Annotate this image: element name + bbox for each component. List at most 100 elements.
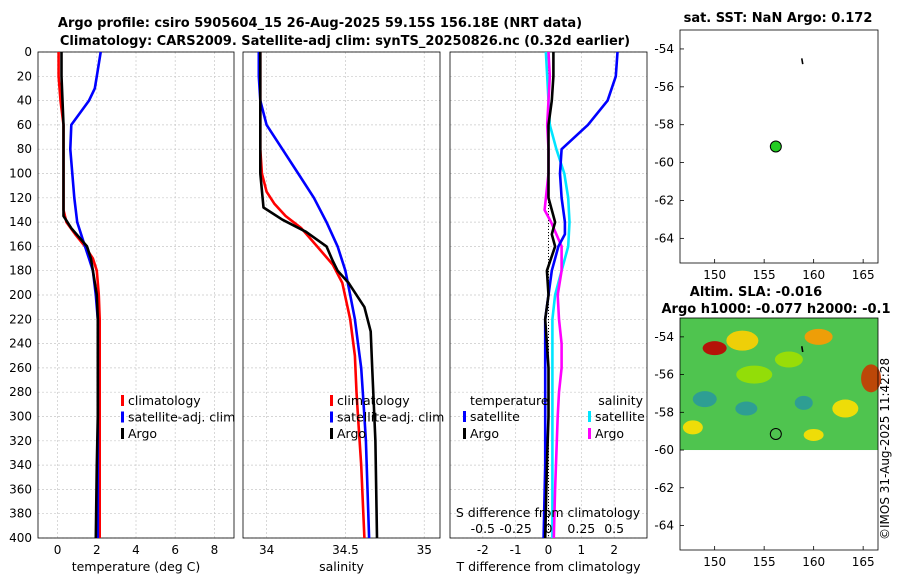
- sla-anomaly-blob: [702, 341, 727, 356]
- title-line1: Argo profile: csiro 5905604_15 26-Aug-20…: [58, 16, 582, 31]
- y-tick-label: 300: [9, 410, 32, 424]
- map-x-tick-label: 160: [802, 268, 825, 282]
- y-tick-label: 40: [17, 94, 32, 108]
- sla-anomaly-blob: [682, 420, 703, 435]
- y-tick-label: 320: [9, 434, 32, 448]
- series-line-t-satellite: [542, 51, 619, 539]
- x-tick-label: 34: [259, 543, 274, 557]
- y-tick-label: 220: [9, 312, 32, 326]
- sla-anomaly-blob: [726, 330, 759, 351]
- map-x-tick-label: 160: [802, 555, 825, 569]
- y-tick-label: 120: [9, 191, 32, 205]
- y-tick-label: 20: [17, 69, 32, 83]
- y-tick-label: 200: [9, 288, 32, 302]
- s-difference-tick: 0.25: [567, 521, 595, 536]
- map-y-tick-label: -64: [654, 518, 674, 532]
- float-track-mark: [800, 346, 804, 353]
- y-tick-label: 400: [9, 531, 32, 545]
- y-tick-label: 380: [9, 507, 32, 521]
- x-tick-label: 1: [578, 543, 586, 557]
- argo-float-marker: [769, 140, 782, 153]
- legend-swatch-sal-1: [330, 411, 333, 423]
- legend-title-salinity: salinity: [598, 393, 643, 408]
- sla-anomaly-blob: [735, 401, 758, 416]
- legend-label-diff-t-sat: satellite: [470, 409, 520, 424]
- series-line-satellite-adj.-clim: [257, 52, 371, 539]
- map-y-tick-label: -60: [654, 443, 674, 457]
- sla-anomaly-blob: [832, 399, 859, 418]
- legend-label-diff-s-argo: Argo: [595, 426, 624, 441]
- legend-swatch-diff-t-sat: [463, 411, 466, 422]
- x-axis-label: salinity: [319, 559, 364, 574]
- sla-field-base: [680, 318, 878, 451]
- x-tick-label: 0: [54, 543, 62, 557]
- legend-label-sal-0: climatology: [337, 393, 410, 408]
- map-x-tick-label: 165: [852, 268, 875, 282]
- imos-watermark: ©IMOS 31-Aug-2025 11:42:28: [878, 358, 892, 540]
- legend-swatch-diff-s-argo: [588, 428, 591, 439]
- legend-swatch-temp-1: [121, 411, 124, 423]
- sla-map-title-line2: Argo h1000: -0.077 h2000: -0.1: [661, 302, 890, 317]
- float-track-mark: [800, 58, 804, 65]
- map-x-tick-label: 155: [753, 268, 776, 282]
- x-tick-label: 4: [132, 543, 140, 557]
- sla-anomaly-blob: [774, 351, 803, 368]
- y-tick-label: 140: [9, 215, 32, 229]
- legend-swatch-sal-2: [330, 428, 333, 439]
- y-tick-label: 80: [17, 142, 32, 156]
- map-y-tick-label: -64: [654, 231, 674, 245]
- x-tick-label: 35: [417, 543, 432, 557]
- y-tick-label: 240: [9, 337, 32, 351]
- legend-label-sal-1: satellite-adj. clim: [337, 410, 444, 425]
- map-y-tick-label: -58: [654, 405, 674, 419]
- y-tick-label: 60: [17, 118, 32, 132]
- sla-anomaly-blob: [692, 391, 717, 408]
- x-tick-label: 6: [171, 543, 179, 557]
- x-tick-label: 0: [545, 543, 553, 557]
- map-y-tick-label: -54: [654, 330, 674, 344]
- sla-anomaly-blob: [861, 364, 882, 393]
- map-x-tick-label: 150: [703, 555, 726, 569]
- s-difference-tick: 0: [545, 521, 553, 536]
- y-tick-label: 260: [9, 361, 32, 375]
- legend-swatch-diff-t-argo: [463, 428, 466, 439]
- legend-label-diff-t-argo: Argo: [470, 426, 499, 441]
- map-y-tick-label: -60: [654, 156, 674, 170]
- map-y-tick-label: -58: [654, 118, 674, 132]
- x-tick-label: -2: [477, 543, 489, 557]
- legend-label-temp-2: Argo: [128, 426, 157, 441]
- legend-swatch-diff-s-sat: [588, 411, 591, 422]
- map-y-tick-label: -56: [654, 80, 674, 94]
- legend-swatch-sal-0: [330, 395, 333, 406]
- map-x-tick-label: 155: [753, 555, 776, 569]
- y-tick-label: 100: [9, 167, 32, 181]
- argo-float-marker: [769, 428, 782, 440]
- map-y-tick-label: -56: [654, 368, 674, 382]
- s-difference-label: S difference from climatology: [456, 505, 641, 520]
- x-axis-label: T difference from climatology: [455, 559, 641, 574]
- sst-map-title: sat. SST: NaN Argo: 0.172: [684, 11, 873, 26]
- x-axis-label: temperature (deg C): [72, 559, 201, 574]
- s-difference-tick: -0.5: [471, 521, 495, 536]
- y-tick-label: 0: [24, 45, 32, 59]
- map-x-tick-label: 165: [852, 555, 875, 569]
- y-tick-label: 340: [9, 458, 32, 472]
- series-line-t-argo: [543, 52, 557, 539]
- legend-label-sal-2: Argo: [337, 426, 366, 441]
- y-tick-label: 360: [9, 482, 32, 496]
- map-frame-altim_sla_map: [679, 317, 879, 551]
- legend-label-temp-1: satellite-adj. clim: [128, 410, 235, 425]
- legend-label-temp-0: climatology: [128, 393, 201, 408]
- series-line-argo: [258, 52, 379, 539]
- x-tick-label: 2: [610, 543, 618, 557]
- map-y-tick-label: -62: [654, 193, 674, 207]
- sla-anomaly-blob: [736, 365, 773, 384]
- x-tick-label: 2: [93, 543, 101, 557]
- map-y-tick-label: -54: [654, 42, 674, 56]
- y-tick-label: 280: [9, 385, 32, 399]
- x-tick-label: 34.5: [332, 543, 359, 557]
- s-difference-tick: 0.5: [604, 521, 624, 536]
- plot-frame-temperature: [37, 51, 235, 539]
- title-line2: Climatology: CARS2009. Satellite-adj cli…: [60, 34, 630, 49]
